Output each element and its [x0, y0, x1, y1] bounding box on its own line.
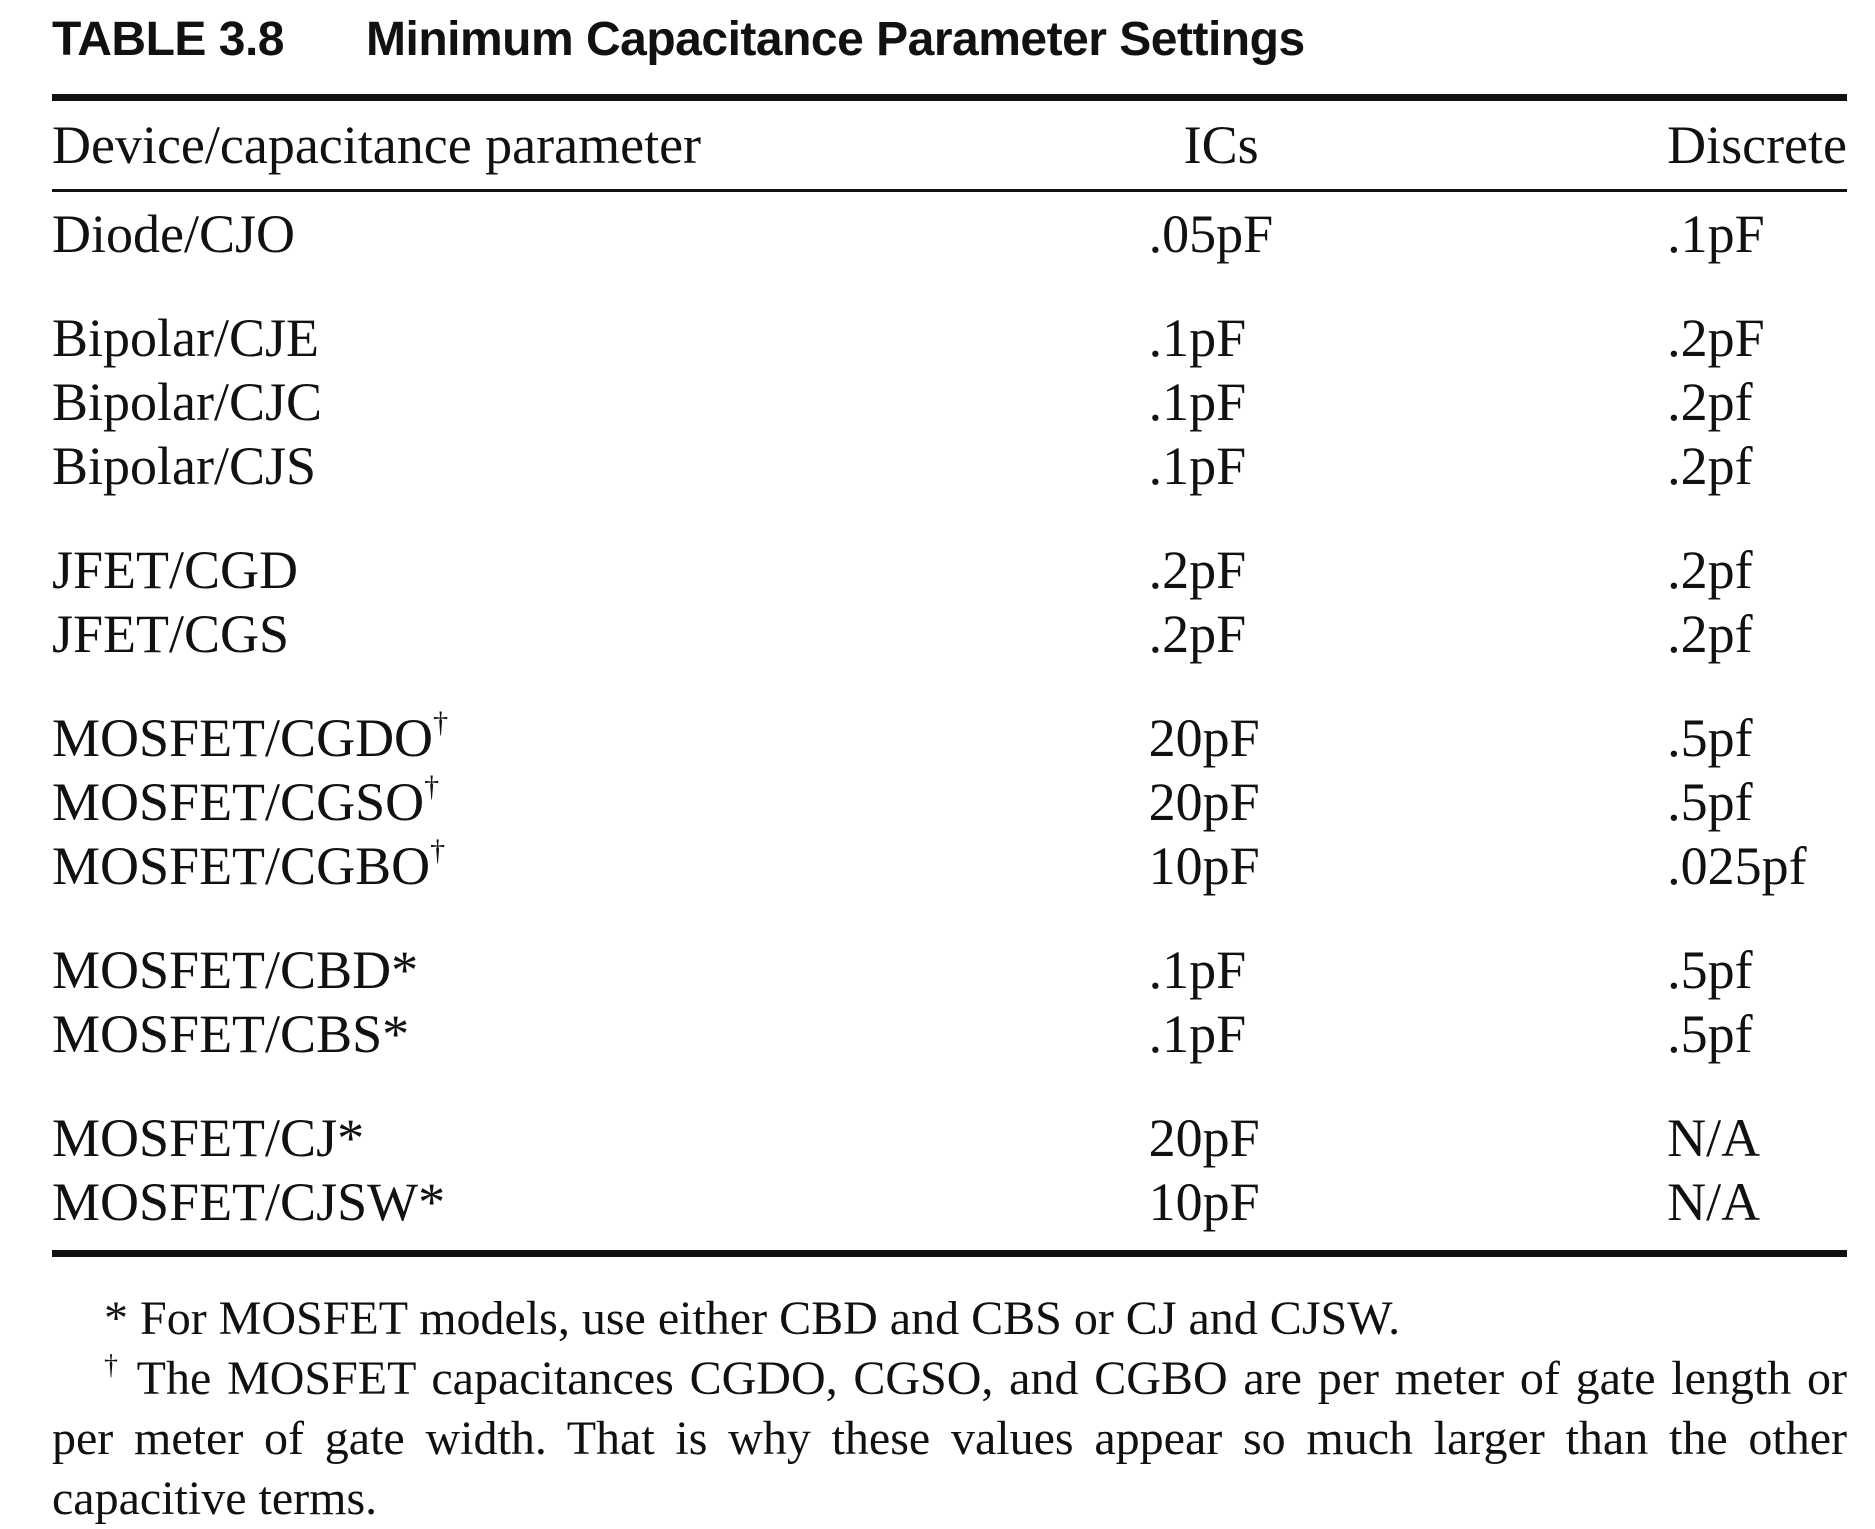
dagger-mark: †	[104, 1350, 122, 1381]
header-ics: ICs	[1183, 115, 1259, 175]
cell-discrete: .025pf	[1667, 836, 1807, 896]
cell-discrete: .2pF	[1667, 308, 1765, 368]
header-row: Device/capacitance parameter ICs Discret…	[52, 101, 1847, 189]
cell-ics: 20pF	[1148, 708, 1260, 768]
footnote-cbd-cbs: * For MOSFET models, use either CBD and …	[104, 1292, 1401, 1345]
cell-param: MOSFET/CGDO†	[52, 706, 449, 769]
cell-param: MOSFET/CJ*	[52, 1108, 365, 1168]
footnote-capacitances-text: The MOSFET capacitances CGDO, CGSO, and …	[52, 1352, 1848, 1525]
cell-param: JFET/CGS	[52, 604, 290, 664]
table-row: MOSFET/CJ* 20pF N/A	[52, 1066, 1847, 1170]
cell-discrete: N/A	[1667, 1172, 1761, 1232]
cell-ics: 10pF	[1148, 836, 1260, 896]
cell-discrete: .2pf	[1667, 372, 1753, 432]
table-row: JFET/CGD .2pF .2pf	[52, 498, 1847, 602]
cell-ics: 20pF	[1148, 1108, 1260, 1168]
cell-ics: .05pF	[1148, 204, 1274, 264]
top-rule	[52, 94, 1847, 101]
cell-discrete: .5pf	[1667, 708, 1753, 768]
table-row: Bipolar/CJE .1pF .2pF	[52, 266, 1847, 370]
cell-ics: .2pF	[1148, 604, 1247, 664]
table-footnotes: * For MOSFET models, use either CBD and …	[52, 1289, 1847, 1529]
cell-discrete: .2pf	[1667, 436, 1753, 496]
cell-param: MOSFET/CBS*	[52, 1004, 410, 1064]
table-row: Bipolar/CJS .1pF .2pf	[52, 434, 1847, 498]
header-rule	[52, 189, 1847, 192]
table-row: JFET/CGS .2pF .2pf	[52, 602, 1847, 666]
table-number: TABLE 3.8	[52, 13, 284, 66]
table-page: TABLE 3.8 Minimum Capacitance Parameter S…	[52, 10, 1847, 1529]
header-param: Device/capacitance parameter	[52, 115, 702, 175]
capacitance-table: Device/capacitance parameter ICs Discret…	[52, 101, 1847, 1234]
cell-param: Bipolar/CJS	[52, 436, 317, 496]
cell-param: MOSFET/CGSO†	[52, 770, 440, 833]
cell-discrete: .1pF	[1667, 204, 1765, 264]
cell-param: MOSFET/CJSW*	[52, 1172, 446, 1232]
cell-discrete: N/A	[1667, 1108, 1761, 1168]
table-row: MOSFET/CBS* .1pF .5pf	[52, 1002, 1847, 1066]
cell-param: Bipolar/CJC	[52, 372, 323, 432]
cell-discrete: .2pf	[1667, 604, 1753, 664]
cell-ics: .1pF	[1148, 436, 1247, 496]
footnote-capacitances: † The MOSFET capacitances CGDO, CGSO, an…	[52, 1349, 1847, 1529]
cell-discrete: .5pf	[1667, 1004, 1753, 1064]
cell-param: Diode/CJO	[52, 204, 295, 264]
cell-discrete: .5pf	[1667, 772, 1753, 832]
cell-param: Bipolar/CJE	[52, 308, 319, 368]
header-discrete: Discrete	[1667, 115, 1847, 175]
table-row: MOSFET/CJSW* 10pF N/A	[52, 1170, 1847, 1234]
cell-discrete: .2pf	[1667, 540, 1753, 600]
cell-discrete: .5pf	[1667, 940, 1753, 1000]
cell-ics: 20pF	[1148, 772, 1260, 832]
cell-ics: .1pF	[1148, 1004, 1247, 1064]
table-row: MOSFET/CGSO† 20pF .5pf	[52, 770, 1847, 834]
cell-ics: 10pF	[1148, 1172, 1260, 1232]
cell-ics: .1pF	[1148, 940, 1247, 1000]
bottom-rule	[52, 1250, 1847, 1257]
table-row: MOSFET/CGBO† 10pF .025pf	[52, 834, 1847, 898]
cell-param: MOSFET/CGBO†	[52, 834, 446, 897]
table-row: MOSFET/CGDO† 20pF .5pf	[52, 666, 1847, 770]
cell-ics: .1pF	[1148, 372, 1247, 432]
table-row: Diode/CJO .05pF .1pF	[52, 192, 1847, 266]
cell-ics: .2pF	[1148, 540, 1247, 600]
table-caption: TABLE 3.8 Minimum Capacitance Parameter S…	[52, 10, 1847, 72]
table-row: Bipolar/CJC .1pF .2pf	[52, 370, 1847, 434]
table-row: MOSFET/CBD* .1pF .5pf	[52, 898, 1847, 1002]
cell-param: JFET/CGD	[52, 540, 299, 600]
cell-param: MOSFET/CBD*	[52, 940, 419, 1000]
cell-ics: .1pF	[1148, 308, 1247, 368]
table-title: Minimum Capacitance Parameter Settings	[366, 13, 1305, 66]
